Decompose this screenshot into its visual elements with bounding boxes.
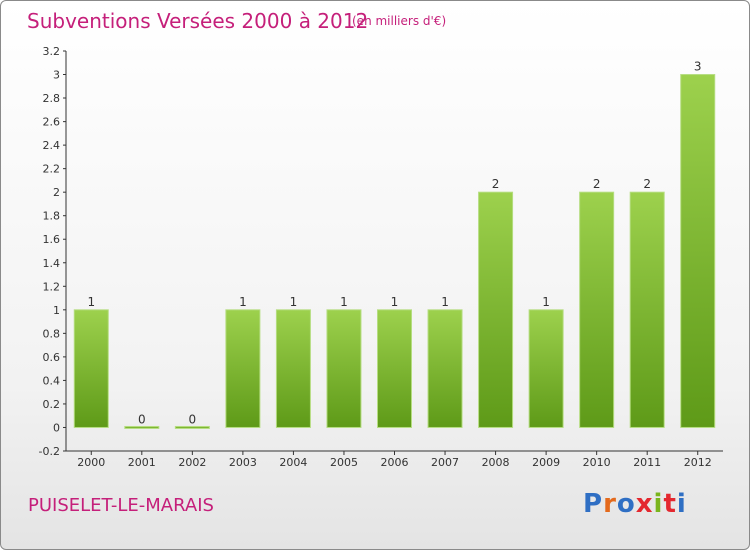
y-tick-label: 1.4	[43, 257, 61, 270]
logo-letter: i	[676, 489, 687, 519]
y-tick-label: 1.6	[43, 233, 61, 246]
chart-title: Subventions Versées 2000 à 2012	[27, 9, 369, 33]
y-tick-label: 0.4	[43, 374, 61, 387]
y-tick-label: 2.6	[43, 116, 61, 129]
bar	[680, 74, 716, 428]
y-tick-label: -0.2	[39, 445, 60, 458]
y-tick-label: 1.2	[43, 280, 61, 293]
bar	[579, 191, 615, 428]
bar	[629, 191, 665, 428]
logo-letter: o	[616, 489, 636, 519]
y-tick-label: 0.8	[43, 327, 61, 340]
y-tick-label: 2.4	[43, 139, 61, 152]
logo-letter: x	[635, 489, 654, 519]
y-tick-label: 3.2	[43, 45, 61, 58]
x-tick-label: 2010	[583, 456, 611, 469]
x-tick-label: 2000	[77, 456, 105, 469]
y-tick-label: 0	[53, 421, 60, 434]
bar	[73, 309, 109, 428]
y-tick-label: 0.2	[43, 398, 61, 411]
x-tick-label: 2005	[330, 456, 358, 469]
data-label: 1	[87, 295, 95, 309]
x-tick-label: 2011	[633, 456, 661, 469]
x-tick-label: 2009	[532, 456, 560, 469]
data-label: 0	[138, 412, 146, 426]
logo-letter: r	[603, 489, 617, 519]
axes: -0.2 0 0.2 0.4 0.6 0.8 1 1.2 1.4 1.6 1.8 2 2.2 2.4 2.6…	[39, 45, 723, 469]
x-tick-label: 2008	[482, 456, 510, 469]
proxiti-logo: Proxiti	[583, 489, 687, 519]
bar	[174, 425, 210, 429]
logo-letter: i	[653, 489, 664, 519]
data-label: 1	[441, 295, 449, 309]
bar	[225, 309, 261, 428]
x-tick-label: 2004	[279, 456, 307, 469]
bar	[478, 191, 514, 428]
bar	[377, 309, 412, 428]
bars	[73, 74, 716, 429]
data-label: 1	[391, 295, 399, 309]
chart-subtitle: (en milliers d'€)	[352, 14, 447, 28]
y-tick-label: 3	[53, 69, 60, 82]
bar	[124, 425, 160, 429]
bar	[326, 309, 362, 428]
data-label: 1	[542, 295, 550, 309]
data-label: 1	[239, 295, 247, 309]
data-label: 2	[492, 177, 500, 191]
logo-letter: P	[583, 489, 604, 519]
y-tick-label: 1	[53, 304, 60, 317]
data-label: 3	[694, 60, 702, 74]
x-tick-label: 2006	[381, 456, 409, 469]
x-tick-label: 2003	[229, 456, 257, 469]
x-tick-label: 2001	[128, 456, 156, 469]
bar	[528, 309, 564, 428]
x-tick-label: 2007	[431, 456, 459, 469]
bar	[275, 309, 311, 428]
y-tick-label: 2.8	[43, 92, 61, 105]
y-tick-label: 2.2	[43, 163, 61, 176]
y-tick-label: 1.8	[43, 210, 61, 223]
data-label: 0	[189, 412, 197, 426]
data-label: 2	[593, 177, 601, 191]
data-label: 1	[340, 295, 348, 309]
data-labels: 1 0 0 1 1 1 1 1 2 1 2 2 3	[87, 60, 701, 427]
logo-letter: t	[663, 489, 677, 519]
bar	[427, 309, 463, 428]
y-tick-label: 0.6	[43, 351, 61, 364]
data-label: 1	[290, 295, 298, 309]
data-label: 2	[643, 177, 651, 191]
x-tick-label: 2012	[684, 456, 712, 469]
commune-name: PUISELET-LE-MARAIS	[28, 495, 214, 516]
x-tick-label: 2002	[178, 456, 206, 469]
y-tick-label: 2	[53, 186, 60, 199]
